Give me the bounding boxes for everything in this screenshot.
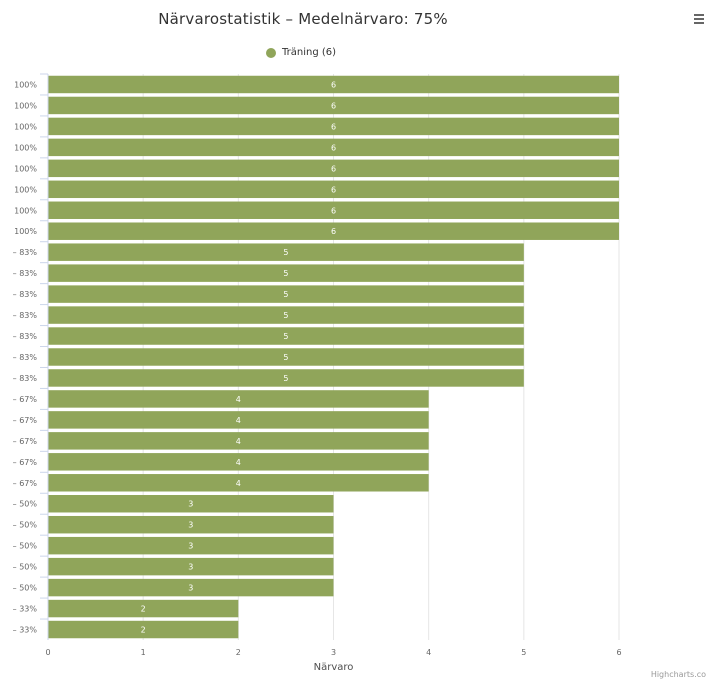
y-tick-label: 100%	[14, 143, 37, 152]
data-label: 4	[236, 479, 241, 488]
y-tick-label: 100%	[14, 227, 37, 236]
bar[interactable]	[48, 474, 429, 492]
x-tick-label: 6	[616, 648, 621, 657]
bar[interactable]	[48, 578, 334, 597]
data-label: 5	[283, 353, 288, 362]
data-label: 3	[188, 521, 193, 530]
data-label: 3	[188, 542, 193, 551]
data-label: 6	[331, 122, 336, 131]
y-tick-label: – 83%	[13, 353, 38, 362]
y-tick-label: 100%	[14, 206, 37, 215]
chart-title: Närvarostatistik – Medelnärvaro: 75%	[158, 10, 448, 28]
bar[interactable]	[48, 536, 334, 555]
data-label: 6	[331, 80, 336, 89]
y-tick-label: – 67%	[13, 395, 38, 404]
bar[interactable]	[48, 453, 429, 471]
x-axis-title: Närvaro	[314, 662, 354, 673]
y-tick-label: 100%	[14, 185, 37, 194]
data-label: 6	[331, 206, 336, 215]
bar[interactable]	[48, 369, 524, 387]
bar[interactable]	[48, 599, 239, 618]
y-tick-label: – 67%	[13, 416, 38, 425]
data-label: 5	[283, 332, 288, 341]
bar[interactable]	[48, 222, 619, 240]
y-tick-label: 100%	[14, 164, 37, 173]
bar[interactable]	[48, 348, 524, 366]
y-tick-label: – 83%	[13, 248, 38, 257]
data-label: 5	[283, 248, 288, 257]
x-tick-label: 4	[426, 648, 431, 657]
bar[interactable]	[48, 243, 524, 261]
bar[interactable]	[48, 306, 524, 324]
bar[interactable]	[48, 285, 524, 303]
bar[interactable]	[48, 620, 239, 639]
y-tick-label: 100%	[14, 101, 37, 110]
y-tick-label: 100%	[14, 122, 37, 131]
data-label: 6	[331, 164, 336, 173]
bar[interactable]	[48, 117, 619, 136]
y-tick-label: 100%	[14, 80, 37, 89]
bar[interactable]	[48, 327, 524, 345]
data-label: 4	[236, 416, 241, 425]
data-label: 6	[331, 101, 336, 110]
bar[interactable]	[48, 557, 334, 576]
data-label: 3	[188, 563, 193, 572]
y-tick-label: – 33%	[13, 626, 38, 635]
legend-item[interactable]: Träning (6)	[266, 47, 336, 58]
data-label: 5	[283, 374, 288, 383]
hamburger-menu-icon[interactable]	[694, 14, 708, 28]
y-tick-label: – 67%	[13, 437, 38, 446]
data-label: 4	[236, 458, 241, 467]
bar[interactable]	[48, 432, 429, 450]
bar[interactable]	[48, 138, 619, 157]
x-tick-label: 1	[141, 648, 146, 657]
y-tick-label: – 50%	[13, 584, 38, 593]
bar[interactable]	[48, 96, 619, 115]
y-tick-label: – 83%	[13, 269, 38, 278]
x-tick-label: 5	[521, 648, 526, 657]
data-label: 2	[141, 605, 146, 614]
y-tick-label: – 50%	[13, 521, 38, 530]
bar[interactable]	[48, 75, 619, 94]
x-tick-label: 3	[331, 648, 336, 657]
data-label: 3	[188, 500, 193, 509]
y-tick-label: – 50%	[13, 563, 38, 572]
y-tick-label: – 67%	[13, 479, 38, 488]
data-label: 5	[283, 311, 288, 320]
bar[interactable]	[48, 159, 619, 178]
bar[interactable]	[48, 411, 429, 429]
x-tick-label: 2	[236, 648, 241, 657]
y-tick-label: – 33%	[13, 605, 38, 614]
data-label: 5	[283, 269, 288, 278]
bar[interactable]	[48, 515, 334, 534]
y-tick-label: – 67%	[13, 458, 38, 467]
data-label: 2	[141, 626, 146, 635]
x-tick-label: 0	[45, 648, 50, 657]
y-tick-label: – 83%	[13, 290, 38, 299]
legend-swatch	[266, 47, 276, 58]
bar[interactable]	[48, 264, 524, 282]
data-label: 4	[236, 395, 241, 404]
data-label: 3	[188, 584, 193, 593]
data-label: 6	[331, 185, 336, 194]
y-tick-label: – 83%	[13, 311, 38, 320]
y-tick-label: – 50%	[13, 542, 38, 551]
credits-link[interactable]: Highcharts.co	[650, 670, 706, 679]
bar[interactable]	[48, 180, 619, 199]
data-label: 4	[236, 437, 241, 446]
y-tick-label: – 83%	[13, 374, 38, 383]
data-label: 6	[331, 227, 336, 236]
y-tick-label: – 50%	[13, 500, 38, 509]
bar[interactable]	[48, 495, 334, 513]
data-label: 5	[283, 290, 288, 299]
y-tick-label: – 83%	[13, 332, 38, 341]
data-label: 6	[331, 143, 336, 152]
bar[interactable]	[48, 390, 429, 408]
bar[interactable]	[48, 201, 619, 219]
legend-label: Träning (6)	[282, 47, 337, 58]
